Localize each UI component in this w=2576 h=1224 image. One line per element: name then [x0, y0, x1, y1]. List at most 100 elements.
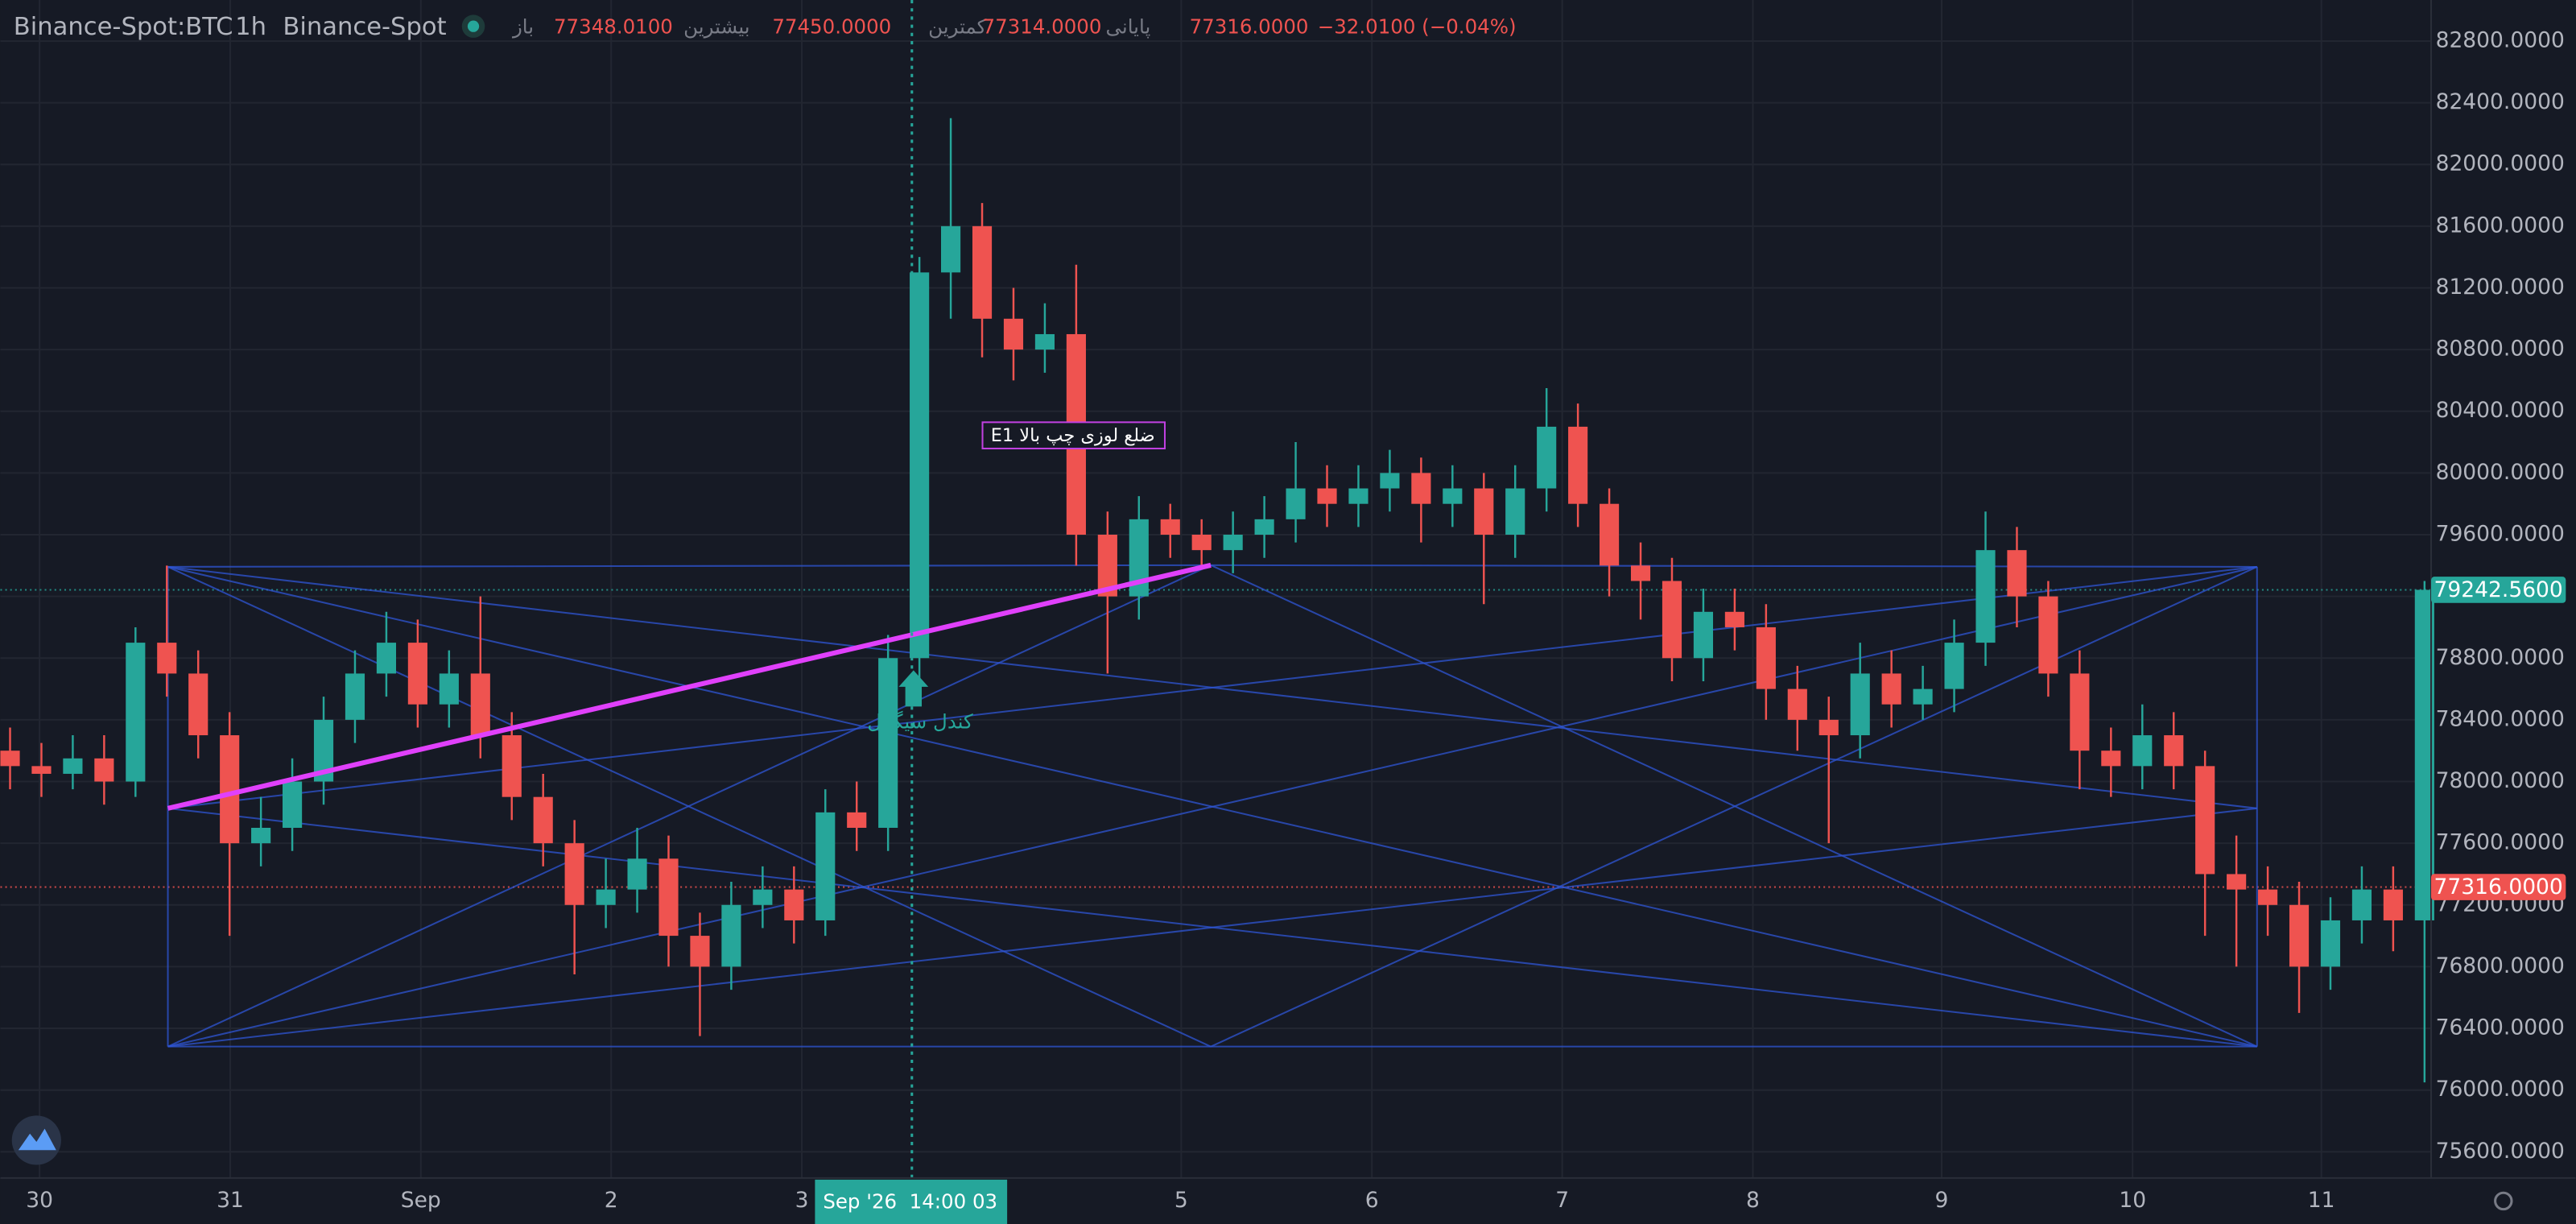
- y-tick-label: 82800.0000: [2436, 27, 2565, 52]
- candle-body: [345, 673, 365, 720]
- candle-body: [878, 658, 898, 828]
- trend-line: [167, 562, 1212, 811]
- x-tick-label: 3: [795, 1188, 809, 1213]
- candle-body: [2383, 889, 2403, 920]
- candle-body: [815, 812, 836, 920]
- legend-value: 77450.0000: [772, 15, 891, 39]
- candle-body: [658, 858, 679, 937]
- candle-body: [533, 796, 553, 844]
- candle-body: [1818, 719, 1839, 736]
- pattern-line: [1211, 564, 2257, 568]
- candle-body: [1505, 488, 1525, 536]
- candle-body: [2038, 596, 2058, 674]
- candle-body: [1254, 519, 1274, 536]
- symbol: Binance-Spot:BTC: [14, 13, 233, 41]
- candle-body: [376, 643, 397, 674]
- y-tick-label: 78400.0000: [2436, 706, 2565, 731]
- candle-body: [502, 735, 522, 797]
- candle-body: [251, 827, 271, 844]
- candle-body: [1787, 688, 1807, 720]
- candle-body: [627, 858, 647, 890]
- y-tick-label: 78800.0000: [2436, 645, 2565, 670]
- settings-icon[interactable]: [2494, 1191, 2513, 1211]
- candle-body: [784, 889, 804, 920]
- signal-arrow: [898, 670, 929, 707]
- exchange: Binance-Spot: [283, 13, 446, 41]
- x-tick-label: 6: [1365, 1188, 1379, 1213]
- legend-label: بیشترین: [683, 15, 749, 39]
- candle-body: [2101, 751, 2121, 767]
- candle-body: [1913, 688, 1933, 705]
- y-tick-label: 81200.0000: [2436, 275, 2565, 300]
- legend-label: پایانی: [1106, 15, 1151, 39]
- y-tick-label: 80800.0000: [2436, 337, 2565, 362]
- candle-body: [220, 735, 240, 844]
- x-tick-label: 31: [217, 1188, 244, 1213]
- legend-value: 77348.0100: [554, 15, 673, 39]
- candle-body: [31, 766, 52, 774]
- y-tick-label: 80000.0000: [2436, 460, 2565, 485]
- candle-body: [1537, 426, 1557, 489]
- candle-body: [972, 225, 993, 319]
- legend-label: کمترین: [928, 15, 986, 39]
- pattern-line: [167, 807, 2257, 1048]
- candle-body: [188, 673, 208, 736]
- candle-body: [2289, 904, 2310, 967]
- pattern-line: [167, 564, 1212, 568]
- candle-body: [1600, 503, 1620, 566]
- candle-body: [2227, 874, 2247, 890]
- logo-icon: [18, 1128, 56, 1151]
- candle-body: [1160, 519, 1180, 536]
- grid: [0, 0, 2432, 1178]
- candle-body: [847, 812, 867, 828]
- candle-body: [1443, 488, 1463, 504]
- y-tick-label: 80400.0000: [2436, 398, 2565, 423]
- x-tick-label: 8: [1746, 1188, 1760, 1213]
- x-tick-label: 7: [1555, 1188, 1569, 1213]
- candle-body: [1003, 318, 1024, 350]
- candle-body: [2195, 766, 2215, 875]
- candle-body: [1630, 565, 1651, 581]
- candle-body: [1944, 643, 1964, 689]
- y-tick-label: 81600.0000: [2436, 213, 2565, 238]
- candle-body: [690, 936, 710, 967]
- candle-body: [1568, 426, 1588, 504]
- candle-body: [1223, 535, 1243, 551]
- candle-body: [1411, 473, 1431, 504]
- legend-value: 77314.0000: [983, 15, 1102, 39]
- y-tick-label: 78000.0000: [2436, 768, 2565, 793]
- candle-body: [2132, 735, 2153, 767]
- x-tick-label: 2: [605, 1188, 618, 1213]
- y-tick-label: 82400.0000: [2436, 89, 2565, 114]
- candle-body: [1850, 673, 1870, 736]
- legend-value: 77316.0000: [1190, 15, 1309, 39]
- candle-body: [1191, 535, 1212, 551]
- y-tick-label: 76000.0000: [2436, 1077, 2565, 1102]
- x-tick-label: Sep: [401, 1188, 441, 1213]
- candle-body: [470, 673, 490, 736]
- y-tick-label: 82000.0000: [2436, 151, 2565, 176]
- candle-body: [1693, 611, 1714, 659]
- candle-body: [2258, 889, 2278, 905]
- crosshair-time-label: Sep '26 14:00 03: [823, 1189, 997, 1213]
- axis-labels: 75600.0000 76000.0000 76400.0000 76800.0000…: [26, 27, 2566, 1213]
- candle-body: [564, 843, 584, 905]
- x-tick-label: 11: [2308, 1188, 2335, 1213]
- y-tick-label: 79600.0000: [2436, 522, 2565, 547]
- crosshair-time-box: [815, 1179, 1008, 1224]
- candle-body: [2164, 735, 2184, 767]
- y-tick-label: 76800.0000: [2436, 953, 2565, 978]
- candle-body: [126, 643, 146, 782]
- candle-body: [2320, 920, 2341, 967]
- candle-body: [2007, 550, 2027, 597]
- candle-body: [63, 758, 83, 774]
- logo[interactable]: [11, 1115, 61, 1165]
- candle-body: [407, 643, 427, 705]
- change: −32.0100 (−0.04%): [1318, 15, 1517, 39]
- candle-body: [1034, 333, 1055, 350]
- interval: 1h: [235, 13, 266, 41]
- x-tick-label: 10: [2119, 1188, 2146, 1213]
- status-dot: [467, 20, 480, 32]
